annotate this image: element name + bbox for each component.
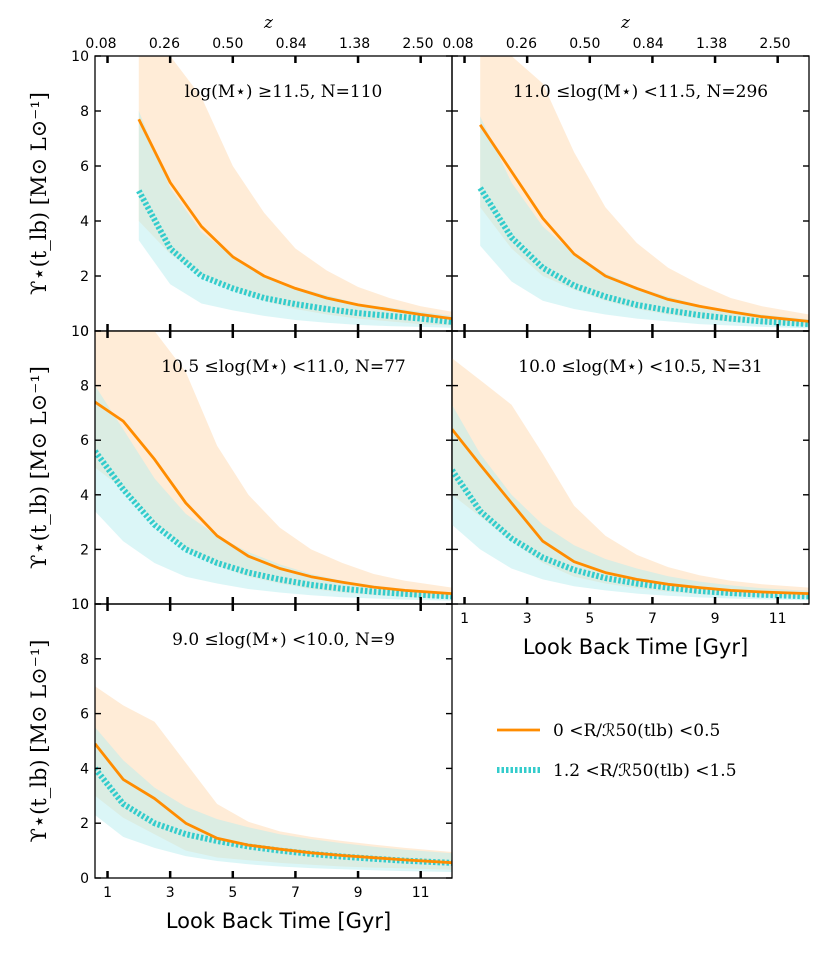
z-axis-label: z: [263, 13, 274, 33]
panel-title: 10.0 ≤log(M⋆) <10.5, N=31: [518, 357, 762, 377]
legend: 0 <R/ℛ50(tlb) <0.5 1.2 <R/ℛ50(tlb) <1.5: [497, 721, 737, 781]
y-tick-label: 8: [80, 379, 89, 395]
z-tick-label: 1.38: [696, 36, 727, 52]
x-tick-label: 7: [291, 885, 300, 901]
x-tick-label: 1: [103, 885, 112, 901]
z-tick-label: 0.50: [212, 36, 243, 52]
x-tick-label: 9: [354, 885, 363, 901]
z-tick-label: 0.84: [276, 36, 307, 52]
panel-title: 11.0 ≤log(M⋆) <11.5, N=296: [513, 82, 768, 102]
x-axis-label: Look Back Time [Gyr]: [523, 635, 748, 659]
x-tick-label: 9: [711, 611, 720, 627]
figure: 0 <R/ℛ50(tlb) <0.5 1.2 <R/ℛ50(tlb) <1.5 l…: [0, 0, 831, 970]
x-tick-label: 1: [460, 611, 469, 627]
y-tick-label: 4: [80, 214, 89, 230]
y-tick-label: 6: [80, 159, 89, 175]
z-tick-label: 0.08: [442, 36, 473, 52]
z-tick-label: 0.50: [569, 36, 600, 52]
z-tick-label: 0.26: [149, 36, 180, 52]
plot-layer: 0 <R/ℛ50(tlb) <0.5 1.2 <R/ℛ50(tlb) <1.5: [95, 56, 809, 878]
y-tick-label: 0: [80, 871, 89, 887]
y-tick-label: 6: [80, 707, 89, 723]
y-tick-label: 10: [71, 324, 89, 340]
x-axis-label: Look Back Time [Gyr]: [166, 909, 391, 933]
z-tick-label: 1.38: [339, 36, 370, 52]
x-tick-label: 5: [585, 611, 594, 627]
z-tick-label: 2.50: [759, 36, 790, 52]
panel-title: log(M⋆) ≥11.5, N=110: [185, 82, 383, 102]
z-tick-label: 0.08: [85, 36, 116, 52]
y-tick-label: 2: [80, 542, 89, 558]
y-tick-label: 8: [80, 104, 89, 120]
y-tick-label: 6: [80, 433, 89, 449]
x-tick-label: 5: [228, 885, 237, 901]
panel-5-data: [95, 686, 452, 872]
x-tick-label: 11: [412, 885, 430, 901]
y-tick-label: 2: [80, 816, 89, 832]
panel-title: 9.0 ≤log(M⋆) <10.0, N=9: [172, 630, 395, 650]
y-tick-label: 8: [80, 652, 89, 668]
y-axis-label: ϒ⋆(t_lb) [M⊙ L⊙⁻¹]: [27, 366, 51, 569]
z-tick-label: 0.84: [633, 36, 664, 52]
x-tick-label: 3: [166, 885, 175, 901]
panel-title: 10.5 ≤log(M⋆) <11.0, N=77: [161, 357, 405, 377]
legend-label: 0 <R/ℛ50(tlb) <0.5: [553, 721, 720, 741]
x-tick-label: 11: [769, 611, 787, 627]
y-tick-label: 10: [71, 597, 89, 613]
z-tick-label: 2.50: [402, 36, 433, 52]
x-tick-label: 7: [648, 611, 657, 627]
z-axis-label: z: [620, 13, 631, 33]
y-axis-label: ϒ⋆(t_lb) [M⊙ L⊙⁻¹]: [27, 92, 51, 295]
legend-label: 1.2 <R/ℛ50(tlb) <1.5: [553, 761, 737, 781]
z-tick-label: 0.26: [506, 36, 537, 52]
y-tick-label: 4: [80, 761, 89, 777]
y-tick-label: 2: [80, 269, 89, 285]
x-tick-label: 3: [523, 611, 532, 627]
y-axis-label: ϒ⋆(t_lb) [M⊙ L⊙⁻¹]: [27, 640, 51, 843]
y-tick-label: 4: [80, 488, 89, 504]
panel-4-data: [452, 358, 809, 600]
